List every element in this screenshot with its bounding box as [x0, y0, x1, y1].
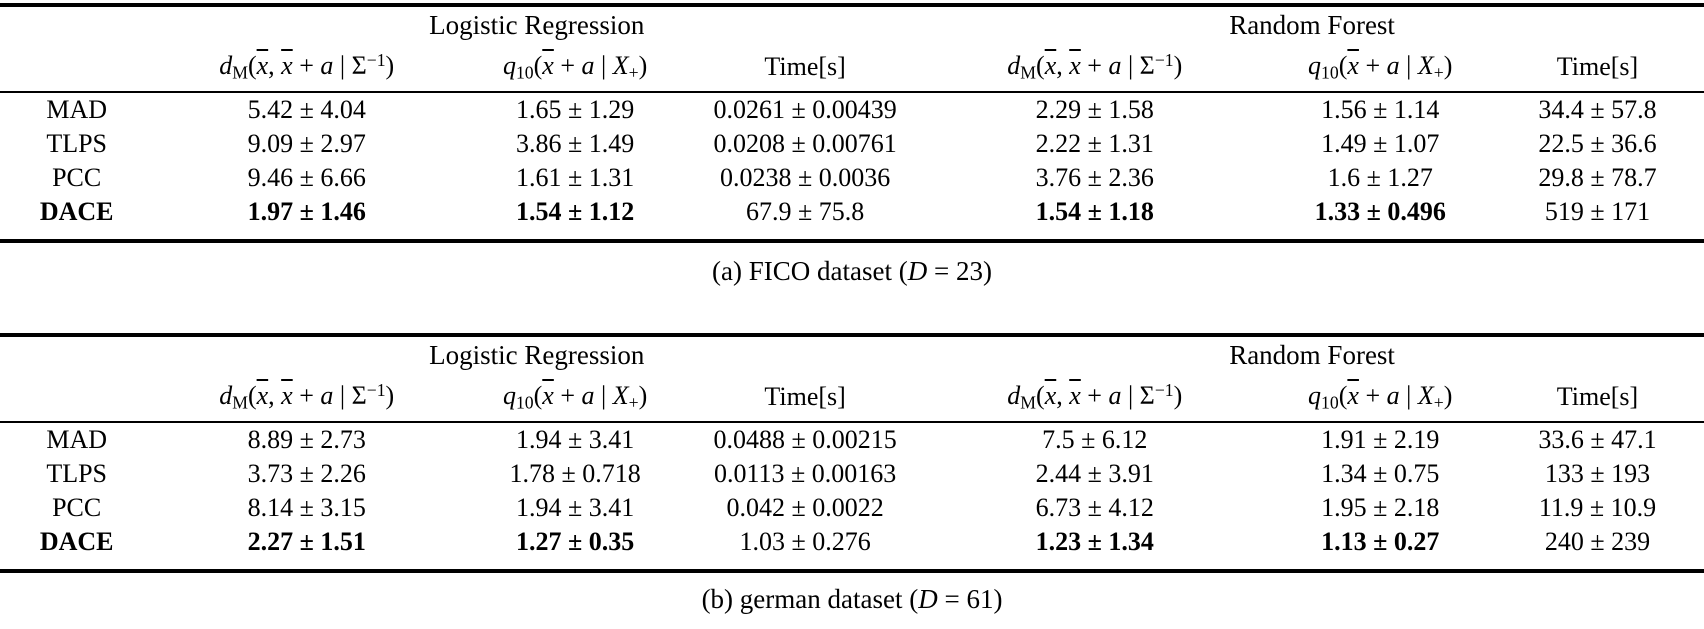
table-cell: 3.86 ± 1.49: [515, 129, 635, 158]
table-cell: 9.09 ± 2.97: [247, 129, 366, 158]
table-cell: 519 ± 171: [1544, 197, 1651, 226]
table-row-tlps: TLPS 9.09 ± 2.97 3.86 ± 1.49 0.0208 ± 0.…: [0, 127, 1704, 161]
table-cell: 9.46 ± 6.66: [247, 163, 366, 192]
table-row-tlps: TLPS 3.73 ± 2.26 1.78 ± 0.718 0.0113 ± 0…: [0, 457, 1704, 491]
table-cell: 5.42 ± 4.04: [247, 95, 366, 124]
results-table-german: Logistic Regression Random Forest dM(x, …: [0, 333, 1704, 573]
table-row-dace: DACE 1.97 ± 1.46 1.54 ± 1.12 67.9 ± 75.8…: [0, 195, 1704, 241]
caption-text: (a) FICO dataset (: [712, 256, 908, 286]
table-cell: 11.9 ± 10.9: [1538, 493, 1657, 522]
col-header-time-rf: Time[s]: [1490, 43, 1704, 93]
col-header-mahalanobis-lr: dM(x, x + a | Σ−1): [153, 43, 461, 93]
group-header-random-forest: Random Forest: [1229, 9, 1395, 40]
table-row-mad: MAD 5.42 ± 4.04 1.65 ± 1.29 0.0261 ± 0.0…: [0, 92, 1704, 127]
row-label: DACE: [39, 527, 114, 556]
col-header-time-lr: Time[s]: [690, 43, 921, 93]
table-cell: 1.54 ± 1.18: [1035, 197, 1154, 226]
col-header-q10-rf: q10(x + a | X+): [1269, 373, 1491, 423]
table-cell: 1.56 ± 1.14: [1321, 95, 1440, 124]
table-cell: 8.14 ± 3.15: [247, 493, 366, 522]
table-cell: 1.54 ± 1.12: [515, 197, 635, 226]
table-cell: 1.34 ± 0.75: [1321, 459, 1440, 488]
table-cell: 7.5 ± 6.12: [1042, 425, 1148, 454]
table-cell: 1.49 ± 1.07: [1321, 129, 1440, 158]
table-cell: 2.22 ± 1.31: [1035, 129, 1154, 158]
table-cell: 1.23 ± 1.34: [1035, 527, 1154, 556]
table-cell: 2.27 ± 1.51: [247, 527, 366, 556]
table-cell: 2.44 ± 3.91: [1035, 459, 1154, 488]
table-cell: 29.8 ± 78.7: [1538, 163, 1657, 192]
row-label: TLPS: [46, 129, 108, 158]
caption-text: (b) german dataset (: [701, 584, 919, 614]
col-header-q10-lr: q10(x + a | X+): [460, 373, 691, 423]
table-cell: 8.89 ± 2.73: [247, 425, 366, 454]
table-cell: 0.0238 ± 0.0036: [719, 163, 891, 192]
table-row-mad: MAD 8.89 ± 2.73 1.94 ± 3.41 0.0488 ± 0.0…: [0, 422, 1704, 457]
table-cell: 1.03 ± 0.276: [739, 527, 871, 556]
header-spacer: [0, 373, 154, 423]
table-cell: 67.9 ± 75.8: [745, 197, 865, 226]
header-spacer: [0, 335, 153, 373]
table-row-dace: DACE 2.27 ± 1.51 1.27 ± 0.35 1.03 ± 0.27…: [0, 525, 1704, 571]
table-cell: 22.5 ± 36.6: [1538, 129, 1657, 158]
col-header-mahalanobis-rf: dM(x, x + a | Σ−1): [920, 373, 1270, 423]
table-row-pcc: PCC 9.46 ± 6.66 1.61 ± 1.31 0.0238 ± 0.0…: [0, 161, 1704, 195]
metric-header-row: dM(x, x + a | Σ−1) q10(x + a | X+) Time[…: [0, 373, 1704, 423]
col-header-mahalanobis-rf: dM(x, x + a | Σ−1): [920, 43, 1270, 93]
row-label: MAD: [46, 95, 108, 124]
col-header-mahalanobis-lr: dM(x, x + a | Σ−1): [153, 373, 461, 423]
table-cell: 1.97 ± 1.46: [247, 197, 366, 226]
table-cell: 3.73 ± 2.26: [247, 459, 366, 488]
table-row-pcc: PCC 8.14 ± 3.15 1.94 ± 3.41 0.042 ± 0.00…: [0, 491, 1704, 525]
caption-variable: D: [918, 584, 938, 614]
table-cell: 0.0261 ± 0.00439: [713, 95, 897, 124]
table-cell: 1.78 ± 0.718: [509, 459, 641, 488]
row-label: MAD: [46, 425, 108, 454]
results-table-fico: Logistic Regression Random Forest dM(x, …: [0, 3, 1704, 243]
group-header-logistic-regression: Logistic Regression: [429, 339, 645, 370]
table-cell: 33.6 ± 47.1: [1538, 425, 1657, 454]
table-cell: 1.13 ± 0.27: [1321, 527, 1440, 556]
table-cell: 1.61 ± 1.31: [515, 163, 635, 192]
metric-header-row: dM(x, x + a | Σ−1) q10(x + a | X+) Time[…: [0, 43, 1704, 93]
table-cell: 133 ± 193: [1544, 459, 1651, 488]
table-cell: 1.27 ± 0.35: [515, 527, 635, 556]
col-header-time-rf: Time[s]: [1490, 373, 1704, 423]
header-spacer: [0, 5, 153, 43]
caption-variable: D: [907, 256, 928, 286]
table-cell: 1.33 ± 0.496: [1314, 197, 1446, 226]
col-header-time-lr: Time[s]: [690, 373, 921, 423]
table-cell: 0.0488 ± 0.00215: [713, 425, 897, 454]
table-cell: 1.6 ± 1.27: [1327, 163, 1433, 192]
table-cell: 6.73 ± 4.12: [1035, 493, 1154, 522]
table-cell: 0.0113 ± 0.00163: [713, 459, 897, 488]
table-cell: 1.91 ± 2.19: [1321, 425, 1440, 454]
row-label: PCC: [52, 493, 102, 522]
col-header-q10-rf: q10(x + a | X+): [1269, 43, 1491, 93]
header-spacer: [0, 43, 154, 93]
group-header-logistic-regression: Logistic Regression: [429, 9, 645, 40]
table-cell: 3.76 ± 2.36: [1035, 163, 1154, 192]
caption-text: = 23): [927, 256, 992, 286]
row-label: PCC: [52, 163, 102, 192]
table-cell: 240 ± 239: [1544, 527, 1651, 556]
classifier-group-header-row: Logistic Regression Random Forest: [0, 335, 1704, 373]
row-label: TLPS: [46, 459, 108, 488]
table-cell: 0.042 ± 0.0022: [726, 493, 884, 522]
col-header-q10-lr: q10(x + a | X+): [460, 43, 691, 93]
caption-german: (b) german dataset (D = 61): [0, 584, 1704, 615]
table-cell: 1.94 ± 3.41: [515, 493, 635, 522]
table-cell: 0.0208 ± 0.00761: [713, 129, 897, 158]
table-cell: 1.65 ± 1.29: [515, 95, 635, 124]
table-cell: 1.95 ± 2.18: [1321, 493, 1440, 522]
row-label: DACE: [39, 197, 114, 226]
table-cell: 2.29 ± 1.58: [1035, 95, 1154, 124]
group-header-random-forest: Random Forest: [1229, 339, 1395, 370]
caption-fico: (a) FICO dataset (D = 23): [0, 256, 1704, 287]
classifier-group-header-row: Logistic Regression Random Forest: [0, 5, 1704, 43]
table-cell: 34.4 ± 57.8: [1538, 95, 1657, 124]
table-cell: 1.94 ± 3.41: [515, 425, 635, 454]
caption-text: = 61): [937, 584, 1003, 614]
